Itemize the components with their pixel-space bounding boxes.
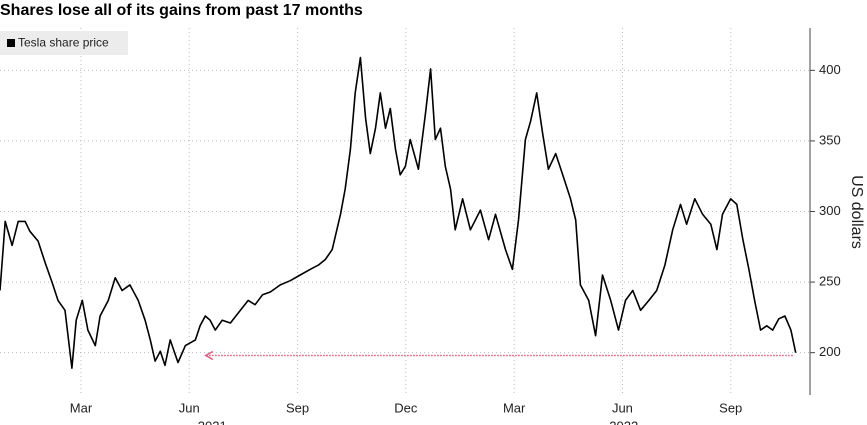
- x-tick-label: Mar: [70, 400, 93, 415]
- y-tick-label: 200: [819, 344, 841, 359]
- x-tick-label: Sep: [719, 400, 742, 415]
- y-tick-label: 250: [819, 274, 841, 289]
- legend: Tesla share price: [0, 31, 128, 55]
- legend-swatch: [7, 39, 15, 47]
- chart-title: Shares lose all of its gains from past 1…: [0, 2, 363, 19]
- x-tick-label: Dec: [394, 400, 418, 415]
- y-tick-label: 300: [819, 203, 841, 218]
- y-tick-label: 350: [819, 132, 841, 147]
- arrow-head: [204, 350, 214, 361]
- x-tick-label: Mar: [503, 400, 526, 415]
- x-year-label: 2022: [609, 418, 638, 425]
- legend-label: Tesla share price: [18, 36, 109, 50]
- x-tick-label: Jun: [179, 400, 200, 415]
- legend-box: [0, 31, 128, 55]
- y-axis-label: US dollars: [848, 175, 865, 249]
- x-year-label: 2021: [198, 418, 227, 425]
- x-tick-label: Sep: [286, 400, 309, 415]
- price-line: [0, 56, 797, 369]
- x-tick-label: Jun: [612, 400, 633, 415]
- y-tick-label: 400: [819, 62, 841, 77]
